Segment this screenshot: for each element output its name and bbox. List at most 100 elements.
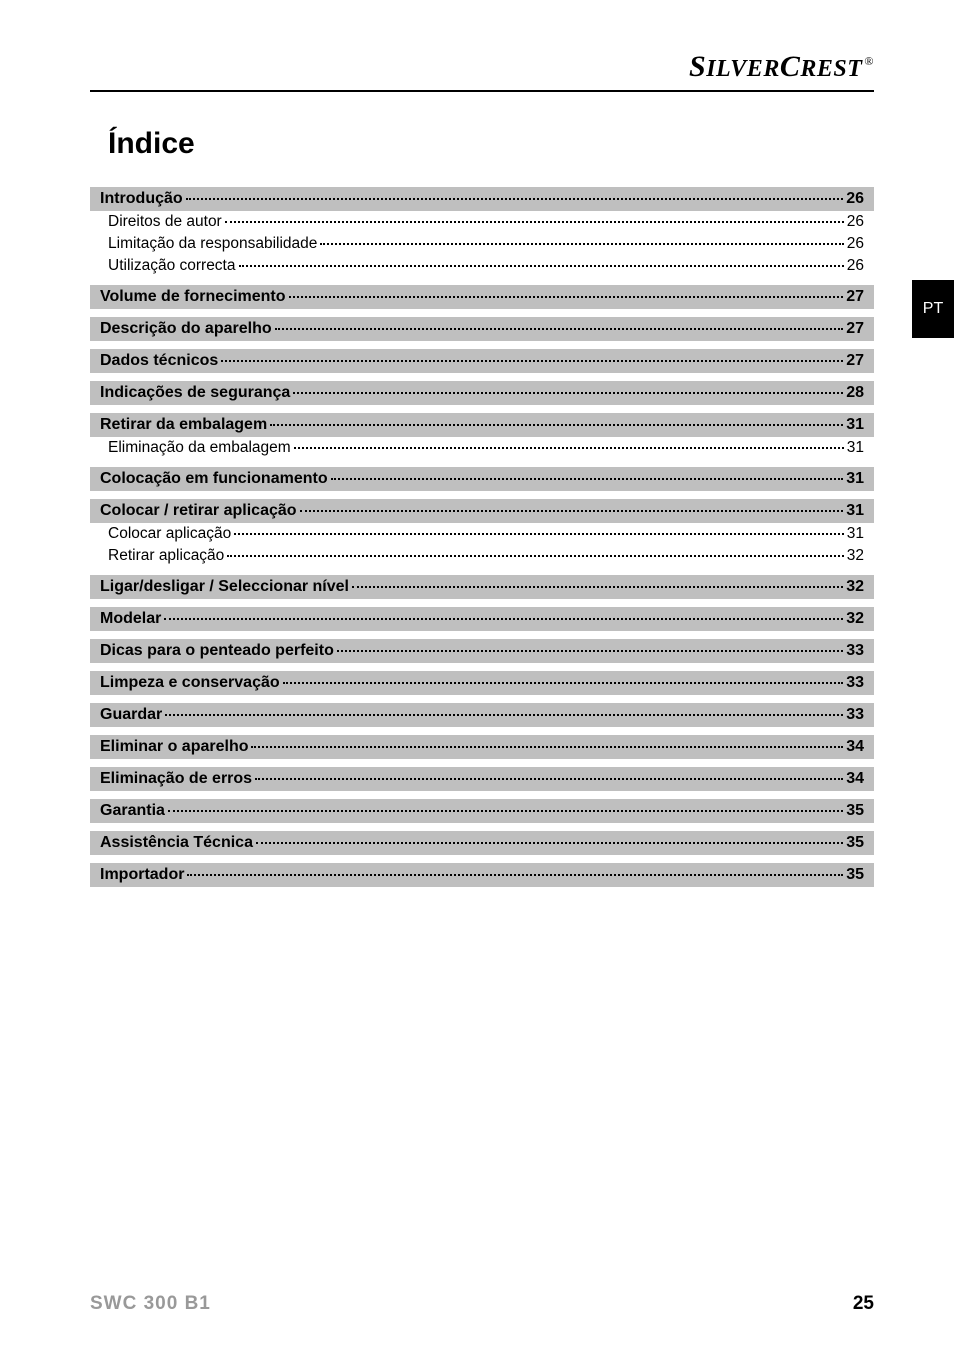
toc-leader-dots [320, 243, 843, 245]
toc-main-page: 27 [846, 352, 864, 370]
toc-main-entry: Modelar 32 [90, 607, 874, 631]
toc-main-label: Garantia [100, 802, 165, 820]
table-of-contents: Introdução26Direitos de autor26Limitação… [90, 187, 874, 887]
toc-sub-page: 26 [847, 235, 864, 253]
toc-main-page: 34 [846, 738, 864, 756]
toc-sub-label: Utilização correcta [108, 257, 236, 275]
toc-sub-entry: Limitação da responsabilidade 26 [90, 233, 874, 255]
toc-leader-dots [164, 618, 843, 620]
toc-main-entry: Colocar / retirar aplicação 31 [90, 499, 874, 523]
toc-main-label: Eliminar o aparelho [100, 738, 248, 756]
toc-sub-entry: Colocar aplicação31 [90, 523, 874, 545]
toc-leader-dots [331, 478, 844, 480]
toc-main-entry: Volume de fornecimento 27 [90, 285, 874, 309]
toc-section: Garantia 35 [90, 799, 874, 823]
toc-main-label: Limpeza e conservação [100, 674, 280, 692]
brand-text-2: ILVER [706, 56, 780, 82]
toc-section: Dicas para o penteado perfeito33 [90, 639, 874, 663]
brand-text-4: REST [800, 56, 862, 82]
toc-main-label: Importador [100, 866, 184, 884]
toc-leader-dots [352, 586, 843, 588]
toc-leader-dots [168, 810, 843, 812]
toc-leader-dots [187, 874, 843, 876]
toc-main-entry: Descrição do aparelho 27 [90, 317, 874, 341]
toc-main-page: 27 [846, 288, 864, 306]
toc-section: Guardar33 [90, 703, 874, 727]
toc-main-page: 33 [846, 642, 864, 660]
footer-page-number: 25 [853, 1293, 874, 1315]
toc-section: Eliminação de erros34 [90, 767, 874, 791]
toc-leader-dots [275, 328, 844, 330]
toc-section: Assistência Técnica 35 [90, 831, 874, 855]
footer-model: SWC 300 B1 [90, 1293, 211, 1315]
toc-main-entry: Guardar33 [90, 703, 874, 727]
toc-main-page: 28 [846, 384, 864, 402]
toc-sub-label: Eliminação da embalagem [108, 439, 291, 457]
toc-main-entry: Limpeza e conservação 33 [90, 671, 874, 695]
toc-section: Indicações de segurança 28 [90, 381, 874, 405]
toc-section: Importador35 [90, 863, 874, 887]
toc-main-label: Colocação em funcionamento [100, 470, 328, 488]
toc-leader-dots [256, 842, 843, 844]
page-footer: SWC 300 B1 25 [90, 1293, 874, 1315]
toc-main-page: 26 [846, 190, 864, 208]
toc-sub-label: Direitos de autor [108, 213, 222, 231]
toc-main-label: Descrição do aparelho [100, 320, 272, 338]
toc-sub-page: 26 [847, 213, 864, 231]
toc-leader-dots [294, 447, 844, 449]
toc-leader-dots [234, 533, 844, 535]
brand-logo: SILVERCREST® [90, 50, 874, 92]
toc-leader-dots [225, 221, 844, 223]
toc-sub-page: 31 [847, 439, 864, 457]
toc-sub-page: 31 [847, 525, 864, 543]
toc-leader-dots [300, 510, 844, 512]
toc-main-entry: Importador35 [90, 863, 874, 887]
toc-main-page: 32 [846, 578, 864, 596]
toc-main-page: 33 [846, 674, 864, 692]
toc-sub-entry: Direitos de autor 26 [90, 211, 874, 233]
toc-main-label: Eliminação de erros [100, 770, 252, 788]
toc-section: Volume de fornecimento 27 [90, 285, 874, 309]
toc-main-page: 35 [846, 834, 864, 852]
toc-main-entry: Ligar/desligar / Seleccionar nível 32 [90, 575, 874, 599]
toc-main-entry: Colocação em funcionamento 31 [90, 467, 874, 491]
toc-main-label: Dados técnicos [100, 352, 218, 370]
toc-leader-dots [251, 746, 843, 748]
toc-leader-dots [270, 424, 843, 426]
toc-leader-dots [283, 682, 844, 684]
toc-leader-dots [221, 360, 843, 362]
toc-main-page: 32 [846, 610, 864, 628]
toc-section: Introdução26Direitos de autor26Limitação… [90, 187, 874, 277]
toc-main-page: 31 [846, 470, 864, 488]
toc-sub-label: Limitação da responsabilidade [108, 235, 317, 253]
toc-section: Ligar/desligar / Seleccionar nível 32 [90, 575, 874, 599]
toc-main-entry: Assistência Técnica 35 [90, 831, 874, 855]
toc-main-page: 27 [846, 320, 864, 338]
toc-section: Colocar / retirar aplicação31Colocar apl… [90, 499, 874, 567]
toc-sub-entry: Eliminação da embalagem 31 [90, 437, 874, 459]
toc-main-label: Indicações de segurança [100, 384, 290, 402]
toc-leader-dots [239, 265, 844, 267]
toc-section: Eliminar o aparelho 34 [90, 735, 874, 759]
toc-main-label: Volume de fornecimento [100, 288, 286, 306]
toc-leader-dots [289, 296, 844, 298]
toc-main-entry: Dicas para o penteado perfeito33 [90, 639, 874, 663]
toc-section: Modelar 32 [90, 607, 874, 631]
toc-main-entry: Dados técnicos 27 [90, 349, 874, 373]
toc-main-label: Assistência Técnica [100, 834, 253, 852]
brand-text-1: S [689, 50, 706, 83]
toc-main-label: Colocar / retirar aplicação [100, 502, 297, 520]
toc-section: Retirar da embalagem31Eliminação da emba… [90, 413, 874, 459]
toc-main-label: Ligar/desligar / Seleccionar nível [100, 578, 349, 596]
toc-main-page: 31 [846, 502, 864, 520]
toc-leader-dots [293, 392, 843, 394]
toc-main-entry: Garantia 35 [90, 799, 874, 823]
language-tab: PT [912, 280, 954, 338]
toc-section: Colocação em funcionamento 31 [90, 467, 874, 491]
toc-sub-label: Retirar aplicação [108, 547, 224, 565]
toc-sub-entry: Retirar aplicação32 [90, 545, 874, 567]
toc-sub-entry: Utilização correcta26 [90, 255, 874, 277]
toc-main-page: 35 [846, 802, 864, 820]
toc-main-label: Modelar [100, 610, 161, 628]
toc-leader-dots [165, 714, 843, 716]
